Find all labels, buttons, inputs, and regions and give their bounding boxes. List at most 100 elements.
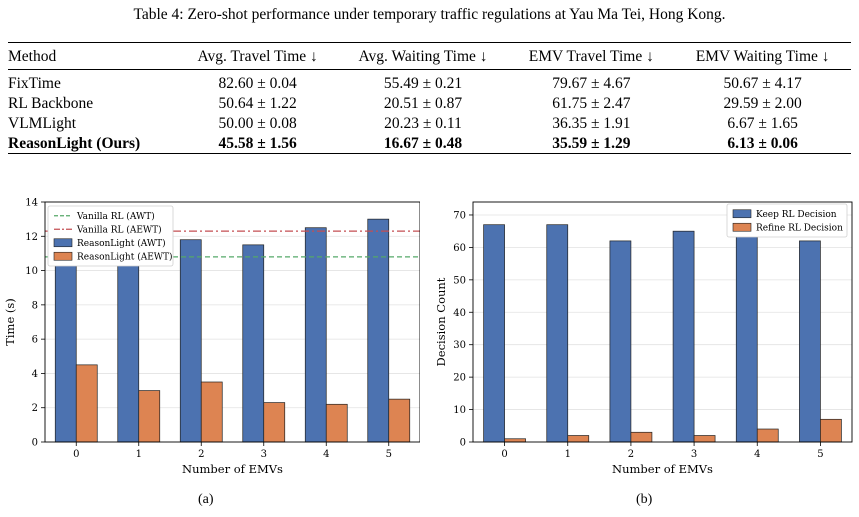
subfigure-label-b: (b) bbox=[636, 492, 653, 507]
table-row: FixTime 82.60 ± 0.04 55.49 ± 0.21 79.67 … bbox=[8, 70, 851, 94]
bar bbox=[179, 239, 202, 443]
y-tick-label: 20 bbox=[453, 373, 466, 384]
table-caption: Table 4: Zero-shot performance under tem… bbox=[133, 6, 726, 23]
legend-box bbox=[47, 205, 174, 267]
legend-label: ReasonLight (AEWT) bbox=[77, 251, 173, 262]
bar bbox=[672, 230, 695, 443]
x-tick-label: 3 bbox=[691, 449, 697, 460]
table-row: RL Backbone 50.64 ± 1.22 20.51 ± 0.87 61… bbox=[8, 93, 851, 113]
header-emv-travel-time: EMV Travel Time ↓ bbox=[528, 47, 654, 65]
y-tick-label: 4 bbox=[32, 369, 38, 380]
table-header-row: Method Avg. Travel Time ↓ Avg. Waiting T… bbox=[8, 42, 851, 70]
bar bbox=[75, 364, 98, 443]
x-tick-label: 5 bbox=[817, 449, 823, 460]
y-tick-label: 70 bbox=[453, 210, 466, 221]
y-tick-label: 2 bbox=[32, 403, 38, 414]
method-cell: RL Backbone bbox=[8, 94, 94, 112]
x-tick-label: 0 bbox=[73, 449, 79, 460]
value-cell: 35.59 ± 1.29 bbox=[552, 134, 631, 152]
bar bbox=[735, 227, 758, 443]
results-table: Method Avg. Travel Time ↓ Avg. Waiting T… bbox=[8, 42, 851, 154]
legend-label: Vanilla RL (AWT) bbox=[76, 211, 155, 222]
bar bbox=[325, 403, 348, 443]
x-tick-label: 4 bbox=[323, 449, 329, 460]
legend-swatch bbox=[732, 222, 752, 232]
x-tick-label: 5 bbox=[386, 449, 392, 460]
value-cell: 61.75 ± 2.47 bbox=[552, 94, 631, 112]
bar bbox=[820, 418, 842, 443]
value-cell: 16.67 ± 0.48 bbox=[383, 134, 463, 152]
method-cell: FixTime bbox=[8, 74, 61, 92]
table-row-ours: ReasonLight (Ours) 45.58 ± 1.56 16.67 ± … bbox=[8, 133, 851, 154]
value-cell: 20.23 ± 0.11 bbox=[384, 114, 462, 132]
y-tick-label: 0 bbox=[460, 438, 466, 449]
value-cell: 55.49 ± 0.21 bbox=[383, 74, 463, 92]
bar bbox=[567, 435, 590, 443]
x-tick-label: 2 bbox=[628, 449, 634, 460]
value-cell: 6.13 ± 0.06 bbox=[727, 134, 798, 152]
bar bbox=[693, 435, 716, 443]
bar bbox=[504, 438, 526, 443]
legend-label: ReasonLight (AWT) bbox=[77, 238, 166, 249]
y-tick-label: 40 bbox=[453, 308, 466, 319]
bar bbox=[756, 428, 779, 443]
method-cell: VLMLight bbox=[8, 114, 77, 132]
x-tick-label: 2 bbox=[198, 449, 204, 460]
value-cell: 50.00 ± 0.08 bbox=[218, 114, 297, 132]
y-tick-label: 12 bbox=[25, 232, 38, 243]
value-cell: 45.58 ± 1.56 bbox=[218, 134, 297, 152]
x-axis-label: Number of EMVs bbox=[612, 462, 713, 476]
legend-label: Refine RL Decision bbox=[756, 223, 843, 233]
x-tick-label: 3 bbox=[261, 449, 267, 460]
table-row: VLMLight 50.00 ± 0.08 20.23 ± 0.11 36.35… bbox=[8, 113, 851, 133]
legend-swatch bbox=[732, 209, 752, 219]
bar bbox=[263, 402, 286, 443]
y-tick-label: 0 bbox=[32, 438, 38, 449]
x-tick-label: 4 bbox=[754, 449, 760, 460]
y-tick-label: 10 bbox=[453, 405, 466, 416]
value-cell: 36.35 ± 1.91 bbox=[552, 114, 631, 132]
legend-swatch bbox=[53, 238, 73, 248]
y-tick-label: 50 bbox=[453, 275, 466, 286]
y-tick-label: 60 bbox=[453, 243, 466, 254]
y-tick-label: 8 bbox=[32, 300, 38, 311]
y-axis-label: Time (s) bbox=[3, 298, 17, 346]
value-cell: 82.60 ± 0.04 bbox=[218, 74, 297, 92]
header-avg-travel-time: Avg. Travel Time ↓ bbox=[197, 47, 318, 65]
subfigure-label-a: (a) bbox=[198, 492, 214, 507]
bar bbox=[388, 398, 411, 443]
value-cell: 29.59 ± 2.00 bbox=[723, 94, 802, 112]
x-tick-label: 1 bbox=[136, 449, 142, 460]
header-avg-waiting-time: Avg. Waiting Time ↓ bbox=[358, 47, 488, 65]
value-cell: 79.67 ± 4.67 bbox=[552, 74, 631, 92]
bar bbox=[799, 240, 821, 443]
y-tick-label: 6 bbox=[32, 335, 38, 346]
plot-frame bbox=[472, 201, 853, 443]
legend-label: Vanilla RL (AEWT) bbox=[76, 224, 162, 235]
value-cell: 50.67 ± 4.17 bbox=[723, 74, 802, 92]
legend-label: Keep RL Decision bbox=[756, 210, 837, 220]
x-tick-label: 0 bbox=[501, 449, 507, 460]
chart-decision-count: 0 10 20 30 40 50 60 70 0 1 2 3 4 5 Number of EMVs Decis… bbox=[434, 201, 853, 476]
bar bbox=[483, 224, 505, 443]
bar bbox=[630, 431, 653, 443]
bar bbox=[200, 381, 223, 443]
y-axis-label: Decision Count bbox=[434, 277, 448, 366]
x-tick-label: 1 bbox=[565, 449, 571, 460]
value-cell: 50.64 ± 1.22 bbox=[218, 94, 297, 112]
y-tick-label: 14 bbox=[25, 198, 38, 209]
plot-frame bbox=[44, 201, 420, 443]
method-cell: ReasonLight (Ours) bbox=[8, 134, 141, 152]
y-tick-label: 30 bbox=[453, 340, 466, 351]
value-cell: 20.51 ± 0.87 bbox=[383, 94, 463, 112]
bar bbox=[242, 244, 265, 443]
y-tick-label: 10 bbox=[25, 266, 38, 277]
header-emv-waiting-time: EMV Waiting Time ↓ bbox=[695, 47, 830, 65]
bar bbox=[609, 240, 632, 443]
bar bbox=[546, 224, 569, 443]
legend-swatch bbox=[53, 251, 73, 261]
bar bbox=[304, 227, 327, 443]
bar bbox=[138, 390, 161, 443]
x-axis-label: Number of EMVs bbox=[182, 462, 283, 476]
